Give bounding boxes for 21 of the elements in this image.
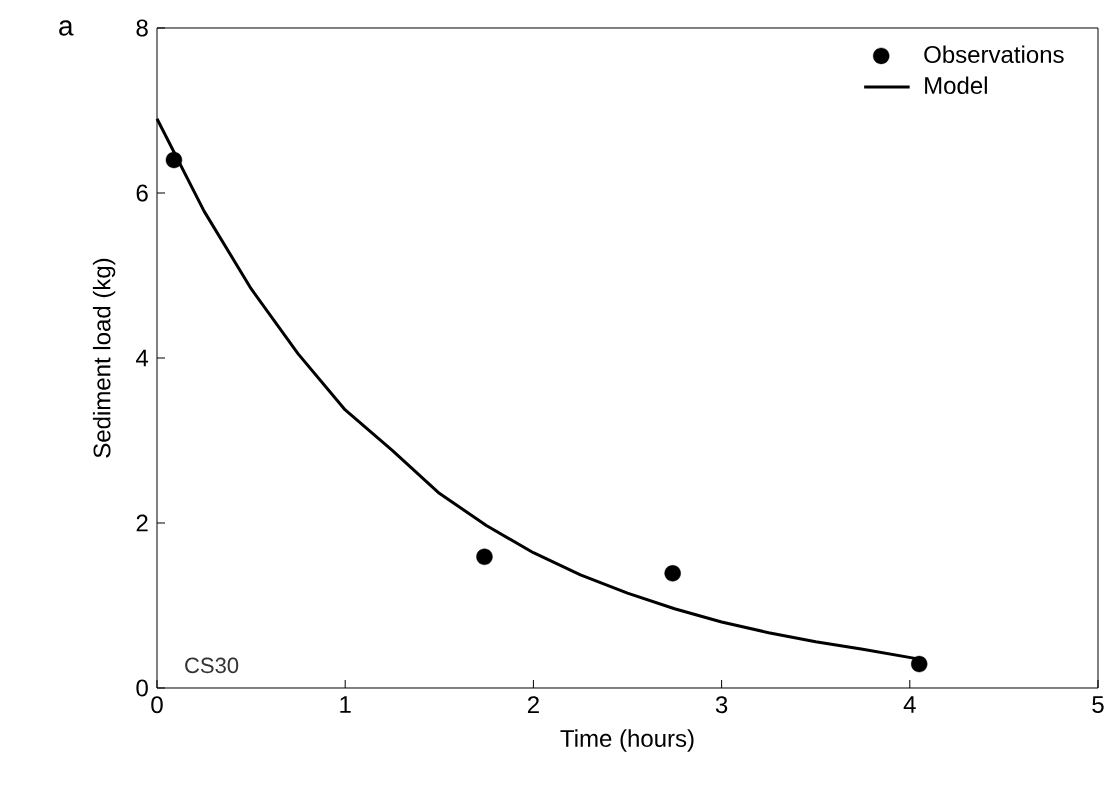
y-tick-label: 0 <box>136 679 148 697</box>
y-tick-label: 8 <box>136 19 148 37</box>
y-axis-title: Sediment load (kg) <box>92 258 116 458</box>
x-tick-label: 4 <box>903 696 916 713</box>
point <box>911 655 928 673</box>
point <box>664 565 681 582</box>
y-tick-label: 2 <box>136 514 148 532</box>
x-tick-label: 0 <box>151 696 163 714</box>
annotation: CS30 <box>185 657 239 674</box>
point <box>476 548 493 566</box>
legend-label: Observations <box>924 45 1064 64</box>
legend-label: Model <box>925 76 987 95</box>
x-tick-label: 2 <box>527 696 539 713</box>
x-tick-label: 3 <box>715 696 728 714</box>
y-tick-label: 4 <box>136 349 149 367</box>
x-axis-title: Time (hours) <box>560 729 694 752</box>
x-tick-label: 1 <box>340 696 351 713</box>
x-tick-label: 5 <box>1092 696 1104 713</box>
point <box>165 151 183 169</box>
y-tick-label: 6 <box>136 184 148 202</box>
text: a <box>59 20 74 36</box>
